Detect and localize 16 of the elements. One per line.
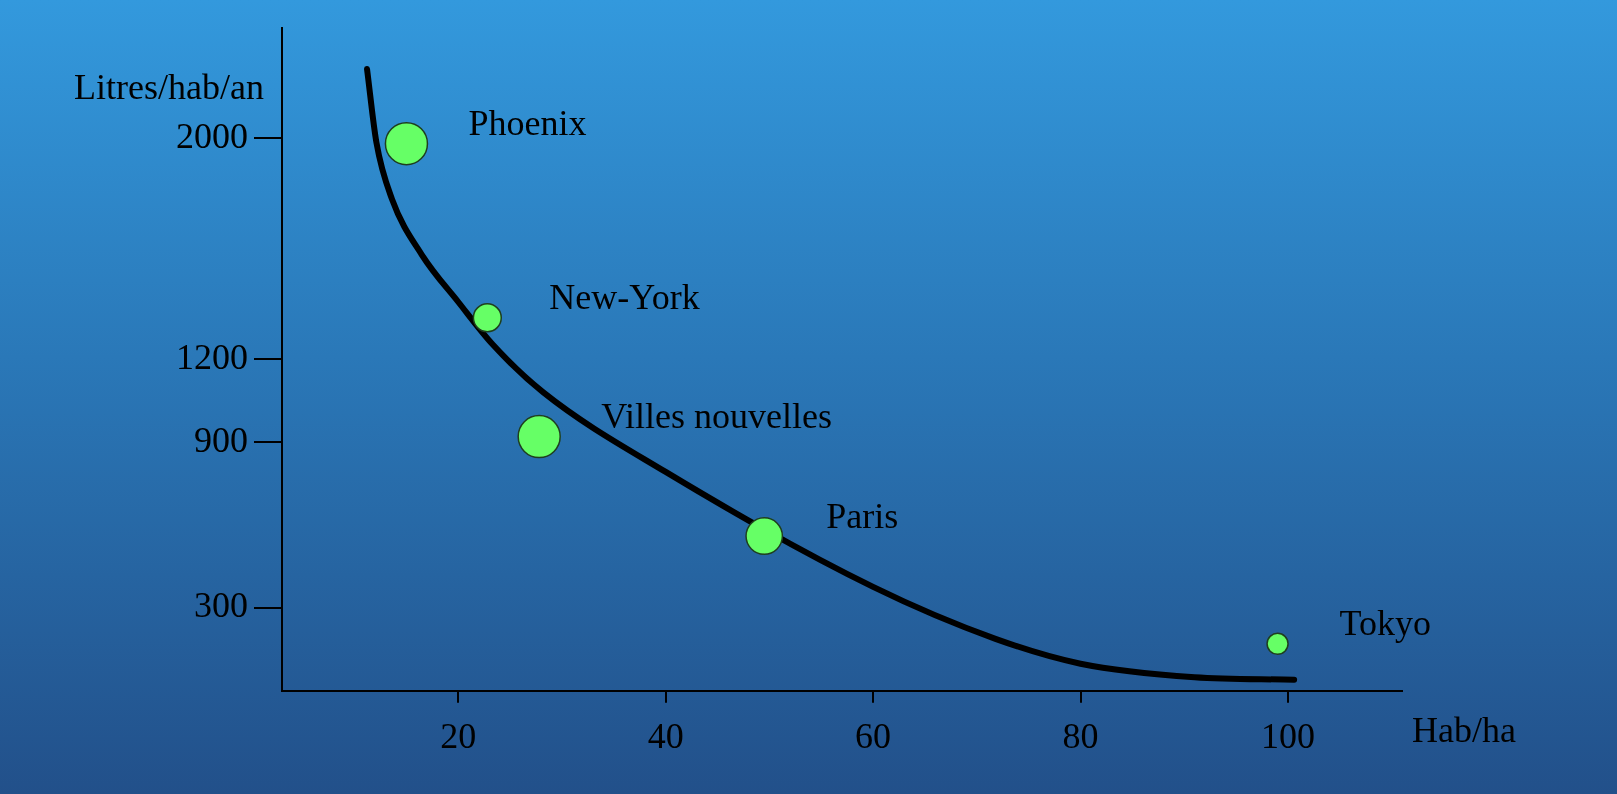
x-tick-label: 80: [1062, 715, 1099, 756]
y-tick-label: 2000: [176, 115, 248, 156]
x-tick-label: 20: [440, 715, 477, 756]
x-tick-label: 40: [647, 715, 684, 756]
annotation: Tokyo: [1339, 603, 1432, 644]
y-tick-label: 1200: [176, 336, 248, 377]
y-tick-label: 900: [194, 419, 248, 460]
annotation: New-York: [549, 277, 700, 318]
y-axis-title: Litres/hab/an: [74, 67, 264, 108]
x-axis-title: Hab/ha: [1412, 710, 1516, 751]
x-tick-label: 60: [855, 715, 892, 756]
annotation: Phoenix: [468, 103, 587, 144]
y-tick-label: 300: [194, 585, 248, 626]
annotation: Paris: [826, 495, 899, 536]
annotation: Villes nouvelles: [601, 396, 832, 437]
x-tick-label: 100: [1260, 715, 1315, 756]
